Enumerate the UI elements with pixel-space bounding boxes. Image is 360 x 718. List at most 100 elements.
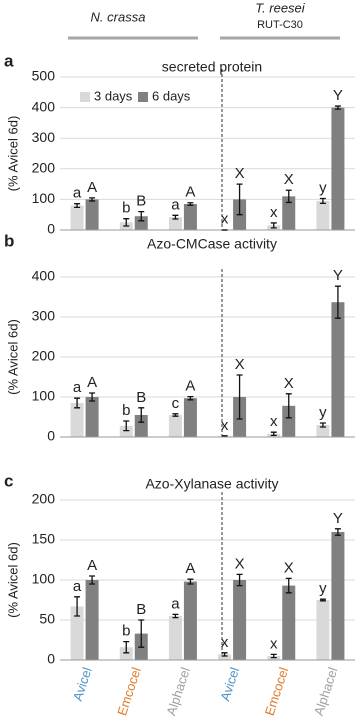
error-bar bbox=[89, 197, 96, 202]
panel-letter: b bbox=[4, 231, 14, 250]
significance-letter: X bbox=[284, 559, 294, 576]
significance-letter: A bbox=[87, 374, 97, 391]
y-tick-label: 300 bbox=[32, 129, 56, 145]
error-bar bbox=[123, 640, 130, 654]
y-tick-label: 200 bbox=[32, 160, 56, 176]
error-bar bbox=[319, 422, 326, 428]
significance-letter: B bbox=[136, 601, 146, 618]
error-bar bbox=[319, 598, 326, 602]
bar bbox=[85, 199, 99, 230]
significance-letter: a bbox=[171, 196, 180, 213]
error-bar bbox=[319, 197, 326, 205]
x-tick-label: Emcocel bbox=[262, 665, 292, 717]
significance-letter: a bbox=[73, 578, 82, 595]
significance-letter: X bbox=[235, 165, 245, 182]
bar bbox=[316, 200, 330, 230]
error-bar bbox=[221, 435, 228, 438]
x-tick-label: Emcocel bbox=[114, 665, 144, 717]
error-bar bbox=[221, 652, 228, 657]
error-bar bbox=[334, 285, 341, 319]
bar bbox=[331, 107, 345, 230]
significance-letter: x bbox=[221, 417, 229, 434]
error-bar bbox=[123, 218, 130, 227]
bar bbox=[282, 405, 296, 437]
error-bar bbox=[285, 393, 292, 419]
significance-letter: y bbox=[319, 179, 327, 196]
bar bbox=[282, 585, 296, 660]
legend-swatch bbox=[80, 92, 90, 102]
significance-letter: x bbox=[221, 211, 229, 228]
error-bar bbox=[138, 407, 145, 423]
error-bar bbox=[123, 420, 130, 432]
x-tick-label: Avicel bbox=[70, 665, 95, 702]
error-bar bbox=[74, 596, 81, 617]
group-label: T. reesei bbox=[255, 0, 305, 15]
y-tick-label: 150 bbox=[32, 531, 56, 547]
error-bar bbox=[236, 374, 243, 420]
significance-letter: y bbox=[319, 580, 327, 597]
error-bar bbox=[270, 431, 277, 437]
error-bar bbox=[89, 575, 96, 585]
bar bbox=[168, 616, 182, 660]
x-tick-label: Alphacel bbox=[163, 665, 193, 717]
y-tick-label: 100 bbox=[32, 571, 56, 587]
significance-letter: Y bbox=[333, 510, 343, 527]
significance-letter: A bbox=[185, 184, 195, 201]
bar bbox=[168, 217, 182, 230]
legend-label: 3 days bbox=[94, 88, 133, 103]
significance-letter: x bbox=[270, 635, 278, 652]
significance-letter: X bbox=[284, 375, 294, 392]
x-tick-label: Alphacel bbox=[311, 665, 341, 717]
y-tick-label: 200 bbox=[32, 491, 56, 507]
y-tick-label: 50 bbox=[39, 611, 55, 627]
significance-letter: Y bbox=[333, 267, 343, 284]
error-bar bbox=[187, 202, 194, 206]
y-axis-label: (% Avicel 6d) bbox=[5, 116, 20, 192]
error-bar bbox=[74, 203, 81, 209]
significance-letter: A bbox=[87, 557, 97, 574]
significance-letter: x bbox=[270, 413, 278, 430]
bar bbox=[331, 302, 345, 437]
y-tick-label: 100 bbox=[32, 190, 56, 206]
y-axis-label: (% Avicel 6d) bbox=[5, 542, 20, 618]
bar bbox=[218, 654, 232, 660]
error-bar bbox=[172, 613, 179, 619]
error-bar bbox=[172, 214, 179, 220]
bar bbox=[316, 425, 330, 437]
error-bar bbox=[74, 397, 81, 409]
bar bbox=[70, 205, 84, 230]
significance-letter: c bbox=[172, 395, 180, 412]
significance-letter: b bbox=[122, 200, 130, 217]
y-tick-label: 300 bbox=[32, 308, 56, 324]
significance-letter: x bbox=[270, 204, 278, 221]
significance-letter: Y bbox=[333, 87, 343, 104]
y-tick-label: 0 bbox=[47, 651, 55, 667]
error-bar bbox=[138, 619, 145, 648]
error-bar bbox=[89, 392, 96, 402]
significance-letter: a bbox=[73, 379, 82, 396]
bar bbox=[282, 196, 296, 230]
legend-swatch bbox=[138, 92, 148, 102]
error-bar bbox=[270, 222, 277, 229]
bar bbox=[331, 532, 345, 660]
y-tick-label: 200 bbox=[32, 348, 56, 364]
y-axis-label: (% Avicel 6d) bbox=[5, 319, 20, 395]
y-tick-label: 400 bbox=[32, 268, 56, 284]
error-bar bbox=[236, 573, 243, 587]
significance-letter: A bbox=[185, 378, 195, 395]
significance-letter: B bbox=[136, 389, 146, 406]
significance-letter: b bbox=[122, 623, 130, 640]
error-bar bbox=[270, 653, 277, 659]
significance-letter: a bbox=[171, 595, 180, 612]
significance-letter: A bbox=[185, 560, 195, 577]
x-tick-label: Avicel bbox=[217, 665, 242, 702]
bar bbox=[183, 581, 197, 660]
y-tick-label: 500 bbox=[32, 68, 56, 84]
group-label: N. crassa bbox=[91, 9, 146, 24]
bar bbox=[134, 415, 148, 437]
bar bbox=[183, 398, 197, 437]
bar bbox=[119, 425, 133, 437]
significance-letter: B bbox=[136, 193, 146, 210]
y-tick-label: 0 bbox=[47, 428, 55, 444]
significance-letter: a bbox=[73, 185, 82, 202]
